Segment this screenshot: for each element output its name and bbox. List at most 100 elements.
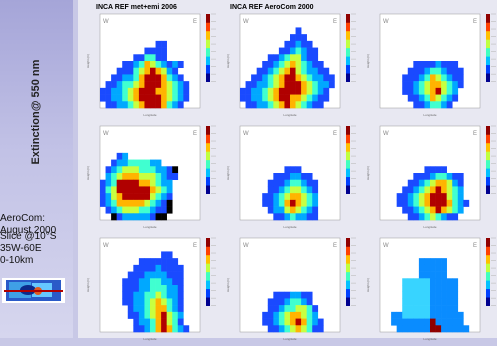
heatmap-cell	[177, 87, 184, 95]
heatmap-cell	[267, 179, 274, 187]
colorbar-segment	[486, 246, 490, 256]
x-axis-label: Longitude	[143, 225, 157, 229]
heatmap-cell	[446, 311, 453, 319]
heatmap-cell	[295, 179, 302, 187]
colorbar-segment	[346, 280, 350, 290]
heatmap-cell	[122, 173, 129, 181]
heatmap-cell	[441, 173, 447, 181]
heatmap-cell	[150, 101, 156, 109]
heatmap-cell	[144, 291, 151, 299]
heatmap-cell	[144, 61, 151, 69]
heatmap-cell	[133, 61, 140, 69]
heatmap-cell	[284, 311, 291, 319]
heatmap-cell	[435, 285, 442, 293]
colorbar-segment	[346, 39, 350, 49]
heatmap-cell	[452, 213, 459, 221]
heatmap-cell	[127, 179, 134, 187]
heatmap-panel-3: W E Height (m) Longitude	[364, 10, 497, 122]
heatmap-cell	[435, 193, 442, 201]
heatmap-cell	[413, 206, 420, 214]
heatmap-cell	[312, 47, 319, 55]
heatmap-cell	[418, 258, 425, 266]
heatmap-cell	[295, 34, 302, 42]
heatmap-cell	[402, 298, 409, 306]
heatmap-cell	[452, 81, 459, 89]
heatmap-cell	[290, 34, 296, 42]
heatmap-cell	[457, 325, 464, 333]
heatmap-cell	[435, 264, 442, 272]
heatmap-cell	[267, 318, 274, 326]
heatmap-cell	[435, 87, 442, 95]
heatmap-cell	[424, 285, 431, 293]
heatmap-cell	[441, 325, 447, 333]
heatmap-cell	[290, 40, 296, 48]
heatmap-cell	[172, 67, 179, 75]
heatmap-cell	[161, 61, 167, 69]
heatmap-cell	[407, 318, 414, 326]
heatmap-cell	[306, 81, 313, 89]
heatmap-cell	[306, 213, 313, 221]
colorbar-segment	[206, 159, 210, 169]
heatmap-cell	[418, 291, 425, 299]
heatmap-cell	[435, 101, 442, 109]
heatmap-cell	[105, 199, 112, 207]
heatmap-cell	[278, 101, 285, 109]
heatmap-cell	[127, 278, 134, 286]
heatmap-cell	[441, 278, 447, 286]
heatmap-cell	[396, 325, 403, 333]
heatmap-cell	[116, 199, 123, 207]
heatmap-cell	[273, 206, 280, 214]
heatmap-cell	[407, 87, 414, 95]
heatmap-cell	[177, 305, 184, 313]
heatmap-cell	[267, 193, 274, 201]
column-header-2: INCA REF AeroCom 2000	[230, 4, 314, 11]
heatmap-cell	[317, 87, 324, 95]
heatmap-cell	[262, 101, 269, 109]
y-axis-label: Height (m)	[366, 278, 370, 292]
heatmap-cell	[278, 47, 285, 55]
heatmap-cell	[430, 101, 436, 109]
heatmap-cell	[413, 87, 420, 95]
heatmap-cell	[161, 199, 167, 207]
heatmap-cell	[424, 166, 431, 174]
heatmap-cell	[262, 193, 269, 201]
heatmap-cell	[116, 186, 123, 194]
heatmap-cell	[133, 179, 140, 187]
heatmap-cell	[122, 179, 129, 187]
heatmap-cell	[256, 67, 263, 75]
heatmap-cell	[278, 305, 285, 313]
heatmap-cell	[172, 101, 179, 109]
colorbar-segment	[486, 159, 490, 169]
heatmap-cell	[278, 61, 285, 69]
heatmap-cell	[407, 311, 414, 319]
heatmap-cell	[155, 173, 162, 181]
heatmap-cell	[240, 94, 246, 102]
heatmap-cell	[161, 179, 167, 187]
heatmap-cell	[161, 251, 167, 259]
heatmap-cell	[122, 74, 129, 82]
heatmap-cell	[295, 199, 302, 207]
colorbar-segment	[346, 254, 350, 264]
heatmap-cell	[435, 94, 442, 102]
colorbar-segment	[486, 14, 490, 23]
heatmap-cell	[441, 74, 447, 82]
heatmap-cell	[290, 166, 296, 174]
heatmap-cell	[144, 94, 151, 102]
heatmap-cell	[452, 186, 459, 194]
heatmap-cell	[424, 264, 431, 272]
heatmap-cell	[317, 81, 324, 89]
heatmap-cell	[396, 199, 403, 207]
heatmap-cell	[127, 285, 134, 293]
heatmap-cell	[284, 325, 291, 333]
heatmap-panel-6: W E Height (m) Longitude	[364, 122, 497, 234]
heatmap-cell	[278, 173, 285, 181]
heatmap-cell	[284, 67, 291, 75]
heatmap-cell	[435, 67, 442, 75]
colorbar-segment	[206, 134, 210, 144]
heatmap-cell	[161, 94, 167, 102]
heatmap-cell	[290, 87, 296, 95]
heatmap-cell	[172, 87, 179, 95]
east-label: E	[193, 243, 197, 249]
heatmap-cell	[430, 179, 436, 187]
heatmap-cell	[418, 325, 425, 333]
